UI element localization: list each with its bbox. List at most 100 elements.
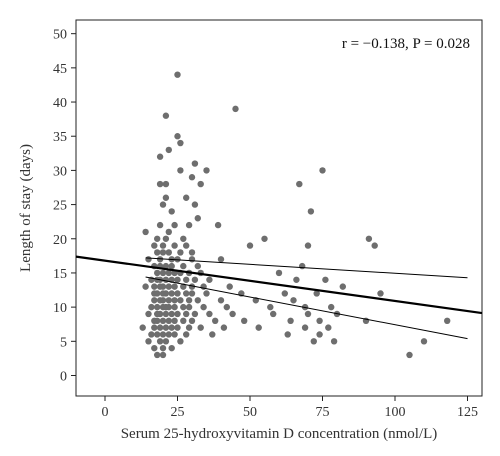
data-point bbox=[180, 303, 187, 311]
data-point bbox=[241, 317, 248, 324]
data-point bbox=[261, 235, 268, 242]
data-point bbox=[185, 297, 193, 304]
data-point bbox=[156, 324, 164, 331]
y-axis-ticks: 0 5 10 15 20 25 30 35 40 45 50 bbox=[53, 28, 76, 384]
data-point bbox=[151, 324, 158, 331]
data-point bbox=[194, 262, 201, 270]
data-point bbox=[217, 297, 225, 304]
data-point bbox=[162, 324, 170, 331]
data-point bbox=[165, 297, 172, 304]
data-point bbox=[223, 303, 230, 311]
data-point bbox=[156, 310, 164, 318]
data-point bbox=[299, 262, 306, 270]
y-tick-label: 5 bbox=[60, 335, 67, 350]
y-tick-label: 10 bbox=[53, 301, 67, 316]
data-point bbox=[307, 208, 315, 215]
data-point bbox=[316, 331, 323, 338]
x-tick-label: 0 bbox=[102, 405, 109, 420]
ci-lower-line bbox=[145, 276, 468, 340]
data-point bbox=[162, 194, 170, 201]
data-point bbox=[304, 242, 312, 249]
data-points bbox=[139, 71, 451, 359]
data-point bbox=[168, 344, 175, 352]
data-point bbox=[168, 262, 175, 270]
data-point bbox=[165, 303, 172, 311]
data-point bbox=[168, 324, 175, 331]
y-tick-label: 35 bbox=[53, 130, 67, 145]
data-point bbox=[214, 221, 222, 229]
data-point bbox=[174, 133, 181, 140]
data-point bbox=[180, 262, 187, 270]
data-point bbox=[171, 221, 178, 229]
data-point bbox=[165, 331, 172, 338]
data-point bbox=[275, 269, 283, 277]
data-point bbox=[165, 269, 172, 277]
data-point bbox=[188, 283, 196, 290]
data-point bbox=[232, 105, 239, 113]
data-point bbox=[185, 303, 193, 311]
data-point bbox=[177, 139, 184, 147]
plot-frame bbox=[75, 19, 483, 397]
y-tick-label: 40 bbox=[53, 96, 67, 111]
data-point bbox=[191, 160, 199, 167]
data-point bbox=[185, 221, 193, 229]
data-point bbox=[206, 276, 213, 283]
data-point bbox=[154, 235, 161, 242]
data-point bbox=[197, 324, 204, 331]
data-point bbox=[444, 317, 451, 324]
x-tick-label: 100 bbox=[385, 405, 406, 420]
data-point bbox=[209, 331, 216, 338]
fit-lines bbox=[75, 255, 483, 340]
data-point bbox=[180, 235, 187, 242]
data-point bbox=[162, 112, 170, 119]
data-point bbox=[174, 310, 181, 318]
correlation-annotation: r = −0.138, P = 0.028 bbox=[342, 36, 470, 52]
x-tick-label: 125 bbox=[457, 405, 478, 420]
data-point bbox=[154, 331, 161, 338]
data-point bbox=[168, 290, 175, 297]
data-point bbox=[162, 310, 170, 318]
data-point bbox=[174, 324, 181, 331]
data-point bbox=[177, 338, 184, 345]
ci-upper-line bbox=[145, 257, 468, 279]
x-axis-ticks: 0 25 50 75 100 125 bbox=[102, 396, 478, 420]
data-point bbox=[177, 297, 184, 304]
data-point bbox=[255, 324, 262, 331]
data-point bbox=[200, 303, 207, 311]
x-tick-label: 50 bbox=[243, 405, 257, 420]
data-point bbox=[174, 290, 181, 297]
data-point bbox=[183, 310, 190, 318]
data-point bbox=[194, 297, 201, 304]
data-point bbox=[183, 290, 190, 297]
data-point bbox=[191, 201, 199, 208]
data-point bbox=[154, 351, 161, 359]
data-point bbox=[156, 180, 164, 188]
data-point bbox=[304, 310, 312, 318]
data-point bbox=[183, 242, 190, 249]
data-point bbox=[328, 303, 335, 311]
data-point bbox=[171, 283, 178, 290]
data-point bbox=[159, 297, 167, 304]
data-point bbox=[330, 338, 338, 345]
data-point bbox=[148, 331, 155, 338]
data-point bbox=[177, 167, 184, 174]
data-point bbox=[148, 303, 155, 311]
data-point bbox=[162, 262, 170, 270]
data-point bbox=[151, 344, 158, 352]
data-point bbox=[217, 256, 225, 263]
data-point bbox=[159, 331, 167, 338]
y-axis-title: Length of stay (days) bbox=[18, 144, 34, 272]
data-point bbox=[220, 324, 228, 331]
data-point bbox=[188, 317, 196, 324]
y-tick-label: 20 bbox=[53, 233, 67, 248]
data-point bbox=[171, 297, 178, 304]
y-tick-label: 50 bbox=[53, 28, 67, 43]
data-point bbox=[162, 180, 170, 188]
data-point bbox=[229, 310, 236, 318]
data-point bbox=[183, 276, 190, 283]
data-point bbox=[154, 269, 161, 277]
data-point bbox=[159, 269, 167, 277]
y-tick-label: 0 bbox=[60, 369, 67, 384]
x-axis-title: Serum 25-hydroxyvitamin D concentration … bbox=[121, 426, 438, 442]
data-point bbox=[377, 290, 384, 297]
